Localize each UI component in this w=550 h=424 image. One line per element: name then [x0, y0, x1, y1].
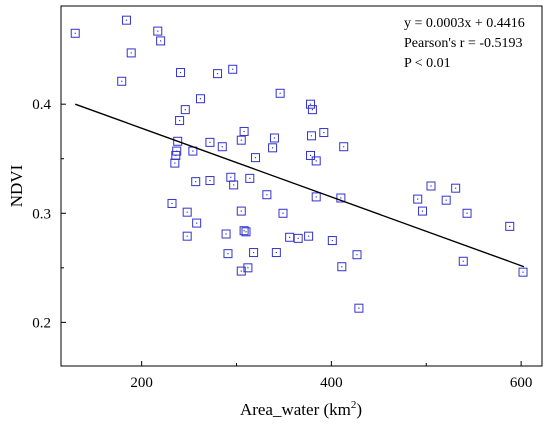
data-point	[182, 207, 192, 217]
y-axis-label: NDVI	[7, 164, 26, 207]
data-point	[413, 194, 423, 204]
data-point	[417, 206, 427, 216]
data-point	[205, 137, 215, 147]
data-point	[327, 236, 337, 246]
data-point	[239, 226, 249, 236]
data-point	[336, 193, 346, 203]
data-point	[192, 218, 202, 228]
annotation-box: y = 0.0003x + 0.4416 Pearson's r = -0.51…	[404, 16, 525, 71]
data-point	[239, 126, 249, 136]
data-point	[307, 105, 317, 115]
data-point	[175, 116, 185, 126]
data-point	[213, 69, 223, 79]
axis-ticks	[61, 103, 522, 366]
data-point	[191, 177, 201, 187]
data-point	[153, 26, 163, 36]
data-point	[269, 133, 279, 143]
data-point	[180, 105, 190, 115]
data-point	[249, 248, 259, 258]
annotation-pearson: Pearson's r = -0.5193	[404, 36, 523, 51]
data-point	[176, 68, 186, 78]
data-point	[245, 173, 255, 183]
y-tick-label: 0.2	[32, 315, 51, 331]
data-point	[262, 190, 272, 200]
data-point	[306, 131, 316, 141]
data-point	[182, 231, 192, 241]
y-tick-label: 0.3	[32, 206, 51, 222]
data-point	[451, 183, 461, 193]
data-point	[170, 158, 180, 168]
data-point	[156, 36, 166, 46]
x-tick-label: 600	[510, 375, 533, 391]
data-point	[221, 229, 231, 239]
data-point	[293, 233, 303, 243]
data-point	[228, 64, 238, 74]
data-point	[195, 94, 205, 104]
data-point	[70, 28, 80, 38]
data-point	[250, 153, 260, 163]
data-point	[337, 262, 347, 272]
data-point	[339, 142, 349, 152]
x-axis-label: Area_water (km2)	[240, 399, 362, 419]
data-point	[306, 99, 316, 109]
x-axis-label-superscript: 2	[351, 399, 357, 411]
data-point	[458, 256, 468, 266]
data-point	[285, 232, 295, 242]
x-tick-label: 400	[320, 375, 343, 391]
data-point	[117, 76, 127, 86]
data-point	[352, 250, 362, 260]
tick-labels: 200 400 600 0.2 0.3 0.4	[32, 97, 532, 391]
annotation-p-value: P < 0.01	[404, 56, 451, 71]
data-point	[241, 227, 251, 237]
data-point	[304, 231, 314, 241]
data-point	[426, 181, 436, 191]
data-point	[278, 208, 288, 218]
data-point	[205, 176, 215, 186]
data-point	[505, 221, 515, 231]
data-point	[311, 156, 321, 166]
data-point	[462, 208, 472, 218]
data-point	[236, 266, 246, 276]
data-point	[229, 180, 239, 190]
data-point	[167, 198, 177, 208]
data-point	[319, 128, 329, 138]
data-point	[236, 135, 246, 145]
y-tick-label: 0.4	[32, 97, 51, 113]
data-point	[306, 150, 316, 160]
data-point	[518, 267, 528, 277]
data-point	[441, 195, 451, 205]
data-point	[243, 263, 253, 273]
x-axis-label-suffix: )	[356, 400, 362, 419]
annotation-equation: y = 0.0003x + 0.4416	[404, 16, 525, 31]
data-point	[311, 192, 321, 202]
data-point	[223, 249, 233, 259]
data-point	[121, 15, 131, 25]
x-axis-label-text: Area_water (km	[240, 400, 351, 419]
regression-line	[74, 103, 525, 268]
data-point	[236, 206, 246, 216]
data-point	[268, 143, 278, 153]
data-point	[275, 88, 285, 98]
plot-frame	[60, 5, 543, 367]
data-point	[226, 172, 236, 182]
data-point	[126, 48, 136, 58]
data-points	[70, 15, 528, 313]
data-point	[354, 303, 364, 313]
data-point	[271, 248, 281, 258]
data-point	[217, 142, 227, 152]
x-tick-label: 200	[130, 375, 153, 391]
